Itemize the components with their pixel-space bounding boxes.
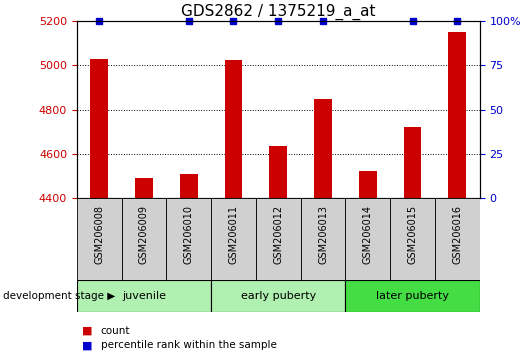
Text: later puberty: later puberty (376, 291, 449, 301)
Bar (448, 32, 466, 198)
Text: GSM206012: GSM206012 (273, 205, 283, 264)
Text: count: count (101, 326, 130, 336)
Bar (359, 171, 377, 198)
Text: GSM206014: GSM206014 (363, 205, 373, 264)
Bar (301, 198, 346, 280)
Bar (121, 198, 166, 280)
Bar (166, 198, 211, 280)
Text: ■: ■ (82, 340, 93, 350)
Bar (211, 280, 346, 312)
Text: early puberty: early puberty (241, 291, 316, 301)
Bar (346, 198, 390, 280)
Bar (314, 99, 332, 198)
Bar (211, 198, 256, 280)
Text: GSM206016: GSM206016 (452, 205, 462, 264)
Bar (390, 198, 435, 280)
Text: GSM206015: GSM206015 (408, 205, 418, 264)
Bar (135, 178, 153, 198)
Bar (435, 198, 480, 280)
Bar (225, 60, 242, 198)
Bar (77, 280, 211, 312)
Bar (90, 59, 108, 198)
Text: GSM206010: GSM206010 (184, 205, 194, 264)
Bar (269, 146, 287, 198)
Text: development stage ▶: development stage ▶ (3, 291, 115, 301)
Bar (346, 280, 480, 312)
Text: GSM206009: GSM206009 (139, 205, 149, 264)
Text: juvenile: juvenile (122, 291, 166, 301)
Text: GSM206008: GSM206008 (94, 205, 104, 264)
Bar (180, 174, 198, 198)
Text: percentile rank within the sample: percentile rank within the sample (101, 340, 277, 350)
Text: GSM206011: GSM206011 (228, 205, 239, 264)
Bar (77, 198, 121, 280)
Text: ■: ■ (82, 326, 93, 336)
Text: GSM206013: GSM206013 (318, 205, 328, 264)
Bar (403, 127, 421, 198)
Title: GDS2862 / 1375219_a_at: GDS2862 / 1375219_a_at (181, 4, 375, 20)
Bar (256, 198, 301, 280)
